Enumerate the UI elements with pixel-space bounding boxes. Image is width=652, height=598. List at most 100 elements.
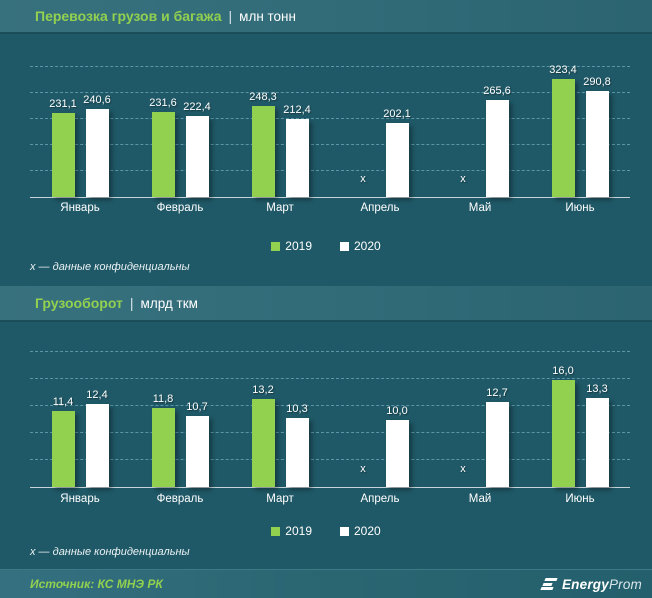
bar-2020-июнь: [585, 398, 609, 487]
chart1-plot-area: 231,1 240,6 231,6 222,4 248,3 212,4 x 202,1 x 265…: [30, 40, 630, 198]
bar-2020-январь: [85, 404, 109, 487]
month-label-январь: Январь: [60, 202, 100, 214]
value-label: 16,0: [552, 365, 574, 377]
bar-column-2019: 248,3: [249, 91, 277, 197]
value-label: 10,3: [286, 403, 308, 415]
value-label: 12,7: [486, 387, 508, 399]
value-label: 212,4: [283, 104, 311, 116]
footer-bar: Источник: КС МНЭ РК EnergyProm: [0, 569, 652, 598]
chart1-month-axis: Январь Февраль Март Апрель Май Июнь: [30, 202, 630, 214]
month-label-март: Март: [266, 493, 294, 505]
bar-column-2020: 265,6: [483, 85, 511, 197]
legend-item-2019: 2019: [271, 239, 312, 253]
gridline: [30, 351, 630, 352]
logo-text-bold: Energy: [561, 576, 609, 592]
value-label: 11,4: [52, 396, 74, 408]
confidential-marker: x: [460, 463, 466, 475]
energyprom-logo-text: EnergyProm: [562, 577, 642, 592]
month-label-май: Май: [468, 493, 492, 505]
bar-2020-май: [485, 100, 509, 197]
source-credit: Источник: КС МНЭ РК: [30, 577, 163, 591]
month-label-январь: Январь: [60, 493, 100, 505]
bar-2019-январь: [51, 113, 75, 197]
energyprom-logo: EnergyProm: [540, 577, 642, 592]
bar-group-апрель: x 10,0: [330, 337, 430, 487]
chart1-title: Перевозка грузов и багажа: [35, 8, 222, 24]
chart1-header: Перевозка грузов и багажа | млн тонн: [0, 0, 652, 34]
bar-column-2020: 212,4: [283, 104, 311, 197]
bar-column-2020: 13,3: [585, 383, 609, 487]
legend-swatch-2019: [271, 241, 281, 251]
bar-column-2020: 10,3: [285, 403, 309, 487]
value-label: 11,8: [152, 393, 174, 405]
bar-groups: 11,4 12,4 11,8 10,7 13,2 10,3 x 10,0 x 12,7 16,0 13…: [30, 337, 630, 487]
value-label: 10,7: [186, 401, 208, 413]
bar-column-2019: x: [452, 173, 475, 197]
month-label-февраль: Февраль: [156, 493, 204, 505]
bar-column-2020: 12,4: [85, 389, 109, 487]
bar-2020-март: [285, 418, 309, 487]
bar-group-февраль: 231,6 222,4: [130, 40, 230, 197]
legend-item-2020: 2020: [340, 524, 381, 538]
confidential-marker: x: [360, 173, 366, 185]
bar-column-2019: 323,4: [549, 64, 577, 197]
gridline: [30, 92, 630, 93]
chart2-legend: 2019 2020: [0, 524, 652, 538]
bar-column-2020: 290,8: [583, 76, 611, 197]
bar-group-январь: 231,1 240,6: [30, 40, 130, 197]
month-label-июнь: Июнь: [565, 202, 595, 214]
bar-group-июнь: 16,0 13,3: [530, 337, 630, 487]
chart2-title-separator: |: [129, 295, 134, 311]
legend-swatch-2020: [340, 241, 349, 251]
bar-column-2019: 11,8: [151, 393, 175, 487]
logo-text-light: Prom: [608, 576, 642, 592]
legend-label-2020: 2020: [354, 239, 381, 253]
bar-2020-февраль: [185, 116, 209, 197]
bar-2019-март: [251, 399, 275, 487]
bar-column-2020: 222,4: [183, 101, 211, 197]
month-label-март: Март: [266, 202, 294, 214]
bar-2020-май: [485, 402, 509, 487]
month-label-апрель: Апрель: [360, 493, 400, 505]
value-label: 222,4: [183, 101, 211, 113]
value-label: 13,2: [252, 384, 274, 396]
value-label: 12,4: [86, 389, 108, 401]
bar-2020-апрель: [385, 123, 409, 197]
gridline: [30, 378, 630, 379]
bar-2019-июнь: [551, 380, 575, 487]
month-label-июнь: Июнь: [565, 493, 595, 505]
bar-group-май: x 265,6: [430, 40, 530, 197]
bar-group-март: 248,3 212,4: [230, 40, 330, 197]
bar-column-2020: 240,6: [83, 94, 111, 197]
confidential-marker: x: [360, 463, 366, 475]
value-label: 290,8: [583, 76, 611, 88]
month-label-февраль: Февраль: [156, 202, 204, 214]
bar-group-май: x 12,7: [430, 337, 530, 487]
bar-2020-январь: [85, 109, 109, 197]
value-label: 231,6: [149, 97, 177, 109]
bar-column-2020: 12,7: [485, 387, 509, 487]
chart2-title: Грузооборот: [35, 295, 123, 311]
value-label: 248,3: [249, 91, 277, 103]
legend-label-2019: 2019: [285, 524, 312, 538]
chart1-title-separator: |: [228, 8, 233, 24]
bar-column-2020: 10,7: [185, 401, 209, 487]
bar-group-апрель: x 202,1: [330, 40, 430, 197]
bar-2020-февраль: [185, 416, 209, 487]
value-label: 231,1: [49, 98, 77, 110]
bar-column-2019: 16,0: [551, 365, 575, 487]
legend-item-2020: 2020: [340, 239, 381, 253]
bar-2020-июнь: [585, 91, 609, 197]
chart1-legend: 2019 2020: [0, 239, 652, 253]
gridline: [30, 118, 630, 119]
chart2-confidential-note: х — данные конфиденциальны: [30, 546, 190, 558]
bar-2019-февраль: [151, 408, 175, 487]
bar-column-2020: 10,0: [385, 405, 409, 487]
bar-column-2019: 11,4: [51, 396, 75, 487]
chart1-confidential-note: х — данные конфиденциальны: [30, 261, 190, 273]
legend-label-2020: 2020: [354, 524, 381, 538]
bar-group-февраль: 11,8 10,7: [130, 337, 230, 487]
bar-2019-февраль: [151, 112, 175, 197]
month-label-апрель: Апрель: [360, 202, 400, 214]
value-label: 240,6: [83, 94, 111, 106]
